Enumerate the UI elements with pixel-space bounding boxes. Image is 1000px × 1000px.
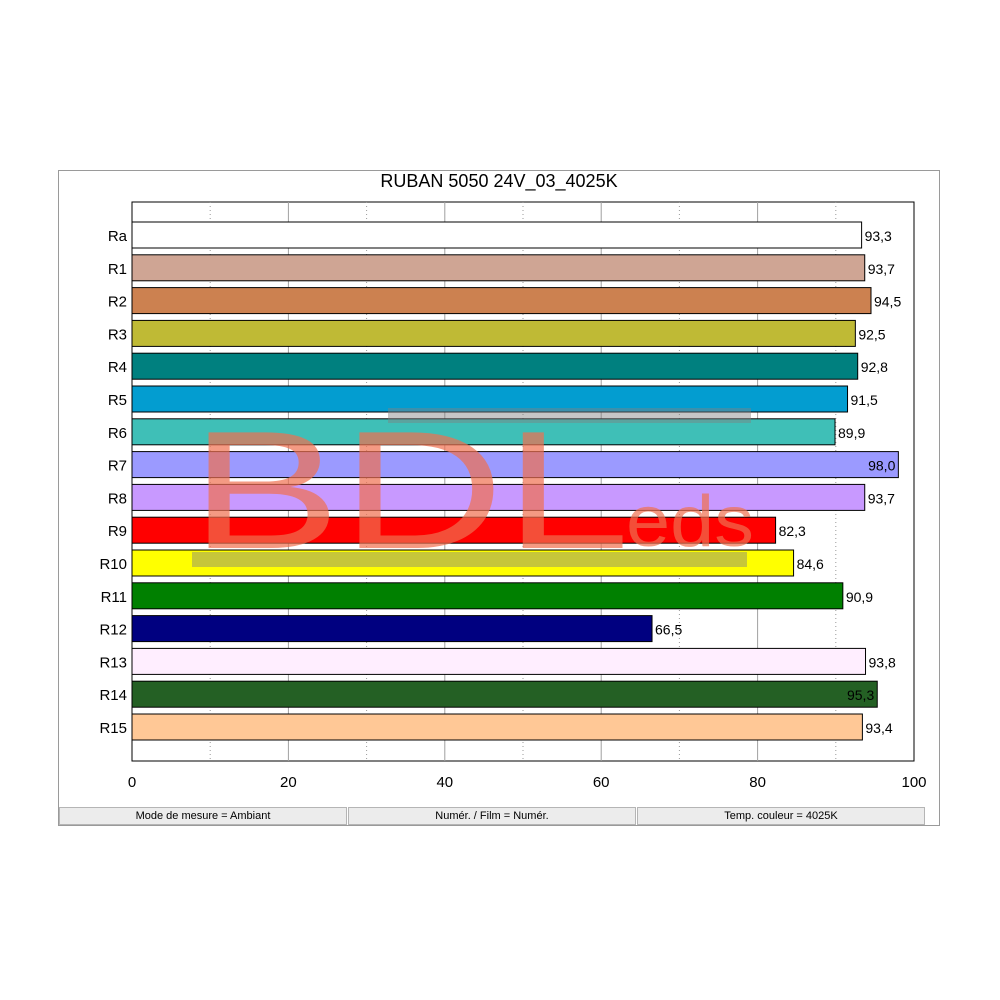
category-label: Ra — [108, 228, 128, 245]
value-label: 98,0 — [868, 458, 895, 474]
watermark-text-main: BDL — [190, 396, 630, 584]
value-label: 66,5 — [655, 622, 682, 638]
value-label: 93,7 — [868, 490, 895, 506]
bar — [131, 680, 878, 708]
bar — [131, 319, 856, 347]
bar — [131, 615, 653, 643]
category-label: R13 — [99, 654, 127, 671]
x-tick-label: 20 — [280, 774, 297, 791]
x-tick-label: 40 — [436, 774, 453, 791]
bar — [131, 254, 866, 282]
category-label: R11 — [101, 589, 127, 606]
value-label: 91,5 — [851, 392, 878, 408]
status-color-temp: Temp. couleur = 4025K — [637, 807, 925, 825]
bar — [131, 713, 863, 741]
watermark-text-sub: eds — [626, 482, 754, 562]
bar — [131, 549, 795, 577]
value-label: 89,9 — [838, 425, 865, 441]
bar — [131, 221, 863, 249]
category-label: R15 — [99, 720, 127, 737]
bar — [131, 647, 867, 675]
category-label: R10 — [99, 556, 127, 573]
status-film: Numér. / Film = Numér. — [348, 807, 636, 825]
category-label: R9 — [108, 523, 127, 540]
value-label: 82,3 — [779, 523, 806, 539]
value-label: 90,9 — [846, 589, 873, 605]
category-label: R6 — [108, 425, 127, 442]
category-label: R4 — [108, 359, 127, 376]
watermark-bar-bottom — [192, 552, 747, 567]
category-label: R5 — [108, 392, 127, 409]
watermark-bar-top — [388, 408, 751, 423]
status-bar: Mode de mesure = Ambiant Numér. / Film =… — [59, 806, 939, 826]
value-label: 84,6 — [797, 556, 824, 572]
x-tick-label: 80 — [749, 774, 766, 791]
value-label: 95,3 — [847, 687, 874, 703]
category-label: R14 — [99, 687, 127, 704]
bar — [131, 418, 836, 446]
bar — [131, 287, 872, 315]
bar — [131, 451, 899, 479]
value-label: 93,3 — [865, 228, 892, 244]
value-label: 92,8 — [861, 359, 888, 375]
x-tick-label: 0 — [128, 774, 136, 791]
x-tick-label: 100 — [901, 774, 926, 791]
bar — [131, 483, 866, 511]
value-label: 93,4 — [865, 720, 892, 736]
bar — [131, 516, 777, 544]
value-label: 92,5 — [858, 326, 885, 342]
category-label: R12 — [99, 622, 127, 639]
category-label: R8 — [108, 490, 127, 507]
bar — [131, 352, 859, 380]
x-tick-label: 60 — [593, 774, 610, 791]
bar — [131, 385, 849, 413]
value-label: 93,8 — [869, 654, 896, 670]
value-label: 94,5 — [874, 294, 901, 310]
chart-title: RUBAN 5050 24V_03_4025K — [380, 171, 618, 191]
bar — [131, 582, 844, 610]
value-label: 93,7 — [868, 261, 895, 277]
category-label: R1 — [108, 261, 127, 278]
category-label: R3 — [108, 326, 127, 343]
label-layer: 0 20 40 60 80 100 Ra 93,3 R1 93,7 R2 94,5 R3 92,5 R4 92… — [99, 228, 926, 791]
status-measure-mode: Mode de mesure = Ambiant — [59, 807, 347, 825]
category-label: R7 — [108, 458, 127, 475]
category-label: R2 — [108, 294, 127, 311]
bar-layer — [131, 221, 899, 741]
